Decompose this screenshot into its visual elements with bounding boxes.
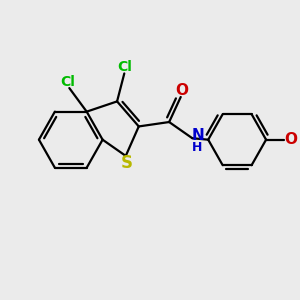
- Text: Cl: Cl: [117, 60, 132, 74]
- Text: O: O: [284, 132, 297, 147]
- Text: H: H: [192, 141, 203, 154]
- Text: Cl: Cl: [60, 75, 75, 88]
- Text: S: S: [120, 154, 132, 172]
- Text: N: N: [191, 128, 204, 143]
- Text: O: O: [176, 83, 189, 98]
